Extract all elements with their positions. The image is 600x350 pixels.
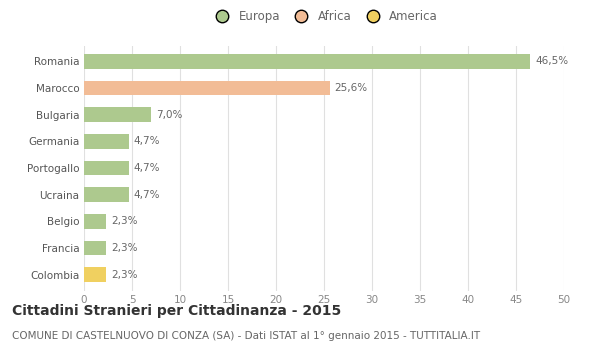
Bar	[84, 240, 106, 255]
Bar	[84, 161, 129, 175]
Bar	[84, 187, 129, 202]
Legend: Europa, Africa, America: Europa, Africa, America	[208, 7, 440, 25]
Bar	[84, 134, 129, 149]
Text: 25,6%: 25,6%	[335, 83, 368, 93]
Bar	[84, 107, 151, 122]
Text: 2,3%: 2,3%	[111, 270, 137, 280]
Text: 7,0%: 7,0%	[156, 110, 182, 120]
Text: COMUNE DI CASTELNUOVO DI CONZA (SA) - Dati ISTAT al 1° gennaio 2015 - TUTTITALIA: COMUNE DI CASTELNUOVO DI CONZA (SA) - Da…	[12, 331, 480, 341]
Text: 46,5%: 46,5%	[535, 56, 568, 66]
Text: 4,7%: 4,7%	[134, 163, 160, 173]
Text: Cittadini Stranieri per Cittadinanza - 2015: Cittadini Stranieri per Cittadinanza - 2…	[12, 304, 341, 318]
Bar	[84, 267, 106, 282]
Text: 2,3%: 2,3%	[111, 243, 137, 253]
Bar	[84, 54, 530, 69]
Bar	[84, 81, 330, 96]
Bar	[84, 214, 106, 229]
Text: 2,3%: 2,3%	[111, 216, 137, 226]
Text: 4,7%: 4,7%	[134, 190, 160, 200]
Text: 4,7%: 4,7%	[134, 136, 160, 146]
